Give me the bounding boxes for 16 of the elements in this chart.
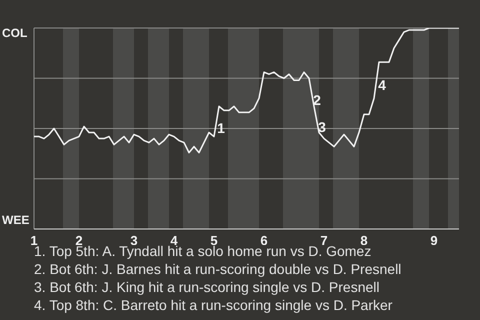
x-tick-label: 6: [260, 233, 268, 248]
annotation: 4: [378, 77, 386, 93]
text: 2. Bot 6th: J. Barnes hit a run-scoring double vs D. Presnell: [34, 261, 402, 277]
annotation: 1: [217, 120, 225, 136]
x-tick-label: 8: [360, 233, 368, 248]
annotation: 3: [318, 119, 326, 135]
x-tick-label: 4: [170, 233, 178, 248]
text: 3. Bot 6th: J. King hit a run-scoring single vs D. Presnell: [34, 279, 380, 295]
text: COL: [2, 25, 28, 41]
text: WEE: [2, 212, 30, 228]
x-tick-label: 9: [430, 233, 438, 248]
x-tick-label: 3: [130, 233, 138, 248]
x-tick-label: 5: [210, 233, 218, 248]
x-tick-label: 7: [320, 233, 328, 248]
annotation: 2: [313, 92, 321, 108]
text: 4. Top 8th: C. Barreto hit a run-scoring single vs D. Parker: [34, 297, 392, 313]
